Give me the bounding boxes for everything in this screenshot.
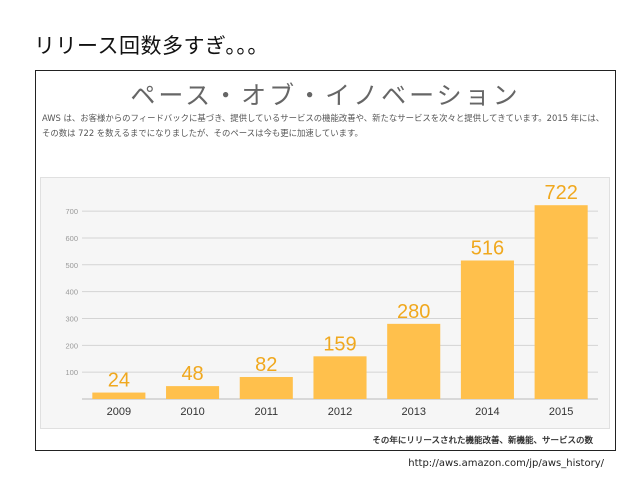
y-tick-label-700: 700 <box>65 207 78 216</box>
x-tick-label-2010: 2010 <box>180 406 204 418</box>
figure-description: AWS は、お客様からのフィードバックに基づき、提供しているサービスの機能改善や… <box>42 113 605 138</box>
figure-heading: ペース・オブ・イノベーション <box>130 81 521 110</box>
data-label-2011: 82 <box>255 354 277 376</box>
x-tick-label-2013: 2013 <box>401 406 425 418</box>
bar-2013 <box>387 323 441 399</box>
x-tick-label-2011: 2011 <box>254 406 278 418</box>
y-tick-label-600: 600 <box>65 234 78 243</box>
slide-title: リリース回数多すぎ。。。 <box>34 34 269 58</box>
data-label-2010: 48 <box>181 363 203 385</box>
bar-2014 <box>460 260 514 399</box>
data-label-2015: 722 <box>544 182 577 204</box>
bar-2015 <box>534 205 588 399</box>
data-label-2013: 280 <box>397 301 430 323</box>
y-tick-label-400: 400 <box>65 288 78 297</box>
x-tick-label-2015: 2015 <box>549 406 573 418</box>
chart-figure: ペース・オブ・イノベーション AWS は、お客様からのフィードバックに基づき、提… <box>35 70 616 451</box>
source-url[interactable]: http://aws.amazon.com/jp/aws_history/ <box>408 458 604 469</box>
y-tick-label-200: 200 <box>65 341 78 350</box>
bar-2012 <box>313 356 367 399</box>
bar-chart: 100 200 300 400 500 600 700 24 2009 48 2010 82 2011 1… <box>65 182 598 418</box>
bar-2010 <box>166 386 220 399</box>
bar-2009 <box>92 392 146 399</box>
y-tick-label-500: 500 <box>65 261 78 270</box>
x-tick-label-2012: 2012 <box>328 406 352 418</box>
x-tick-label-2014: 2014 <box>475 406 499 418</box>
bar-2011 <box>239 376 293 399</box>
data-label-2012: 159 <box>323 333 356 355</box>
data-label-2009: 24 <box>108 370 130 392</box>
y-tick-label-100: 100 <box>65 368 78 377</box>
chart-footnote: その年にリリースされた機能改善、新機能、サービスの数 <box>372 436 593 446</box>
data-label-2014: 516 <box>471 237 504 259</box>
x-tick-label-2009: 2009 <box>107 406 131 418</box>
y-tick-label-300: 300 <box>65 314 78 323</box>
